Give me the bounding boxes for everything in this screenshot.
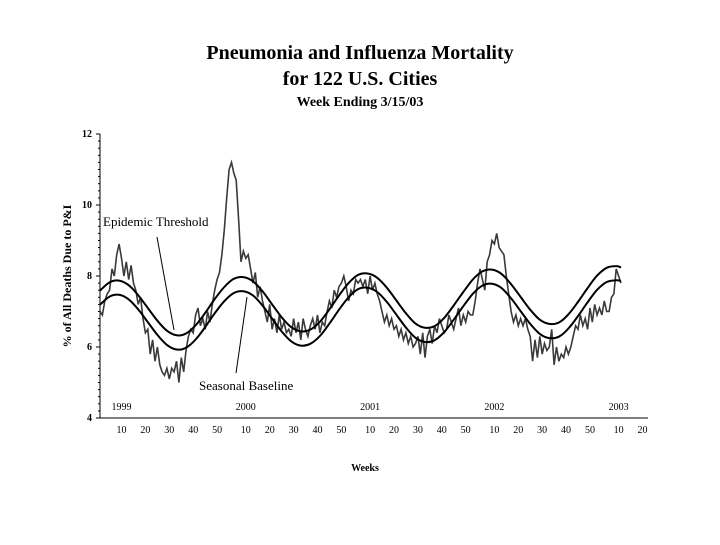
y-tick-label: 4 [87, 413, 92, 424]
x-tick-label: 20 [513, 425, 523, 436]
seasonal-baseline-line [99, 279, 622, 351]
series-lines [99, 159, 622, 383]
epidemic-threshold-label: Epidemic Threshold [103, 214, 209, 229]
x-tick-label: 40 [437, 425, 447, 436]
x-tick-label: 40 [561, 425, 571, 436]
x-tick-label: 30 [413, 425, 423, 436]
x-tick-label: 50 [461, 425, 471, 436]
x-tick-label: 20 [265, 425, 275, 436]
x-tick-label: 10 [241, 425, 251, 436]
y-tick-label: 6 [87, 342, 92, 353]
x-tick-label: 50 [585, 425, 595, 436]
year-label: 2002 [484, 402, 504, 413]
y-tick-label: 12 [82, 129, 92, 140]
baseline-pointer-line [235, 296, 248, 374]
observed-series-line [99, 159, 622, 383]
x-tick-label: 10 [489, 425, 499, 436]
y-tick-label: 10 [82, 200, 92, 211]
x-tick-label: 40 [312, 425, 322, 436]
x-tick-label: 50 [212, 425, 222, 436]
x-tick-label: 10 [365, 425, 375, 436]
x-axis-label: Weeks [351, 463, 379, 474]
epidemic-threshold-line [99, 265, 622, 337]
chart-subtitle: Week Ending 3/15/03 [297, 95, 424, 110]
seasonal-baseline-label: Seasonal Baseline [199, 378, 293, 393]
year-label: 2000 [236, 402, 256, 413]
chart-title-line2: for 122 U.S. Cities [283, 68, 438, 90]
year-label: 2001 [360, 402, 380, 413]
x-tick-label: 20 [140, 425, 150, 436]
year-label: 1999 [112, 402, 132, 413]
x-tick-label: 10 [614, 425, 624, 436]
threshold-pointer-line [156, 236, 175, 331]
x-tick-label: 30 [164, 425, 174, 436]
y-tick-label: 8 [87, 271, 92, 282]
x-tick-label: 20 [389, 425, 399, 436]
x-tick-label: 40 [188, 425, 198, 436]
x-tick-label: 50 [336, 425, 346, 436]
chart-title: Pneumonia and Influenza Mortality [206, 42, 513, 64]
tick-labels: 4 6 8 10 12 10 20 30 40 50 10 20 30 40 50 10 20 30 40 50 10 2… [82, 129, 648, 436]
x-tick-label: 30 [289, 425, 299, 436]
x-tick-label: 10 [117, 425, 127, 436]
x-tick-label: 20 [638, 425, 648, 436]
x-tick-label: 30 [537, 425, 547, 436]
y-axis-label: % of All Deaths Due to P&I [60, 204, 74, 347]
year-label: 2003 [609, 402, 629, 413]
axes [96, 133, 648, 419]
